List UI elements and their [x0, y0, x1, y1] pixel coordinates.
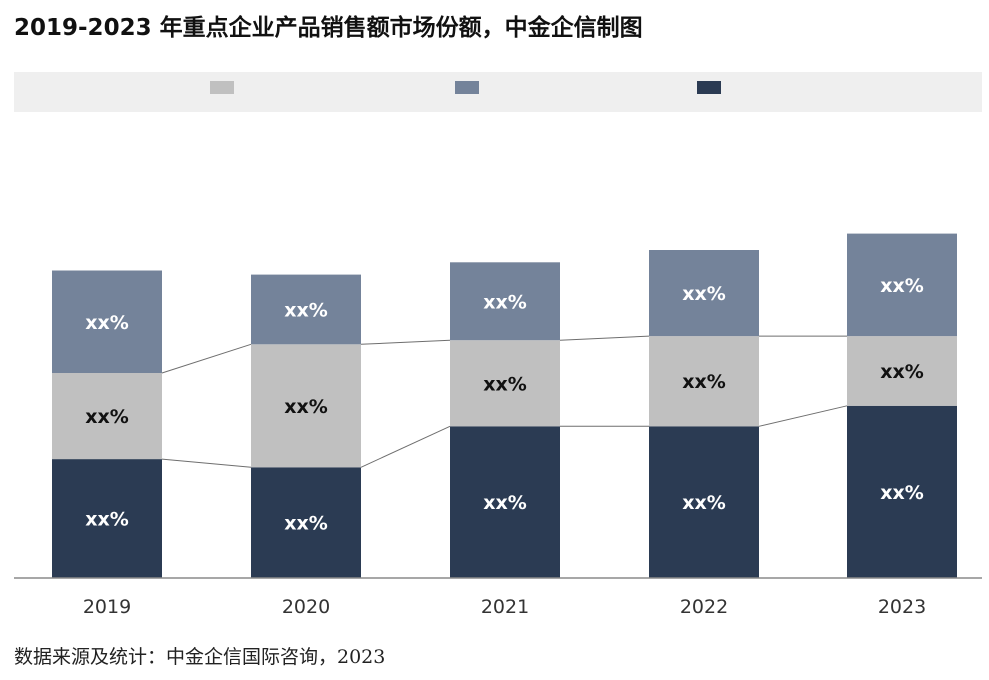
- x-tick-label: 2019: [83, 596, 131, 618]
- data-label: xx%: [85, 406, 129, 428]
- connector-line: [758, 405, 848, 427]
- x-tick-label: 2022: [680, 596, 728, 618]
- data-label: xx%: [880, 275, 924, 297]
- stacked-bar-chart: xx% xx% xx% xx% xx% xx% xx% xx% xx% xx% xx% xx% xx% x…: [14, 72, 982, 618]
- bar-segment: [450, 262, 560, 341]
- data-label: xx%: [284, 299, 328, 321]
- x-tick-label: 2021: [481, 596, 529, 618]
- data-label: xx%: [682, 283, 726, 305]
- legend-swatch-2: [455, 81, 479, 94]
- bar-segment: [251, 467, 361, 578]
- x-tick-label: 2020: [282, 596, 330, 618]
- connector-lines: [161, 335, 848, 468]
- connector-line: [360, 339, 451, 345]
- bar-segment: [847, 233, 957, 337]
- bar-segment: [52, 373, 162, 460]
- chart-title: 2019-2023 年重点企业产品销售额市场份额，中金企信制图: [14, 15, 643, 41]
- data-label: xx%: [483, 291, 527, 313]
- connector-line: [161, 343, 252, 374]
- data-label: xx%: [284, 396, 328, 418]
- bar-segment: [649, 250, 759, 337]
- data-label: xx%: [682, 371, 726, 393]
- legend-swatch-3: [697, 81, 721, 94]
- connector-line: [559, 335, 650, 341]
- bar-segment: [251, 344, 361, 468]
- data-label: xx%: [85, 312, 129, 334]
- connector-line: [360, 425, 451, 468]
- data-label: xx%: [682, 492, 726, 514]
- source-note: 数据来源及统计：中金企信国际咨询，2023: [14, 646, 386, 668]
- x-tick-label: 2023: [878, 596, 926, 618]
- bar-segment: [847, 336, 957, 406]
- bar-segment: [251, 274, 361, 345]
- bar-segment: [847, 405, 957, 578]
- bar-segment: [450, 340, 560, 427]
- legend-band: [14, 72, 982, 112]
- bar-segment: [52, 270, 162, 373]
- data-label: xx%: [880, 482, 924, 504]
- legend-swatch-1: [210, 81, 234, 94]
- data-label: xx%: [880, 361, 924, 383]
- data-label: xx%: [483, 373, 527, 395]
- data-label: xx%: [483, 492, 527, 514]
- bars: xx% xx% xx% xx% xx% xx% xx% xx% xx% xx% xx% xx% xx% x…: [52, 233, 957, 578]
- bar-segment: [649, 426, 759, 578]
- data-label: xx%: [85, 509, 129, 531]
- bar-segment: [649, 336, 759, 427]
- x-tick-labels: 2019 2020 2021 2022 2023: [83, 596, 926, 618]
- legend: [210, 81, 721, 94]
- connector-line: [161, 458, 252, 468]
- bar-segment: [450, 426, 560, 578]
- data-label: xx%: [284, 513, 328, 535]
- bar-segment: [52, 459, 162, 578]
